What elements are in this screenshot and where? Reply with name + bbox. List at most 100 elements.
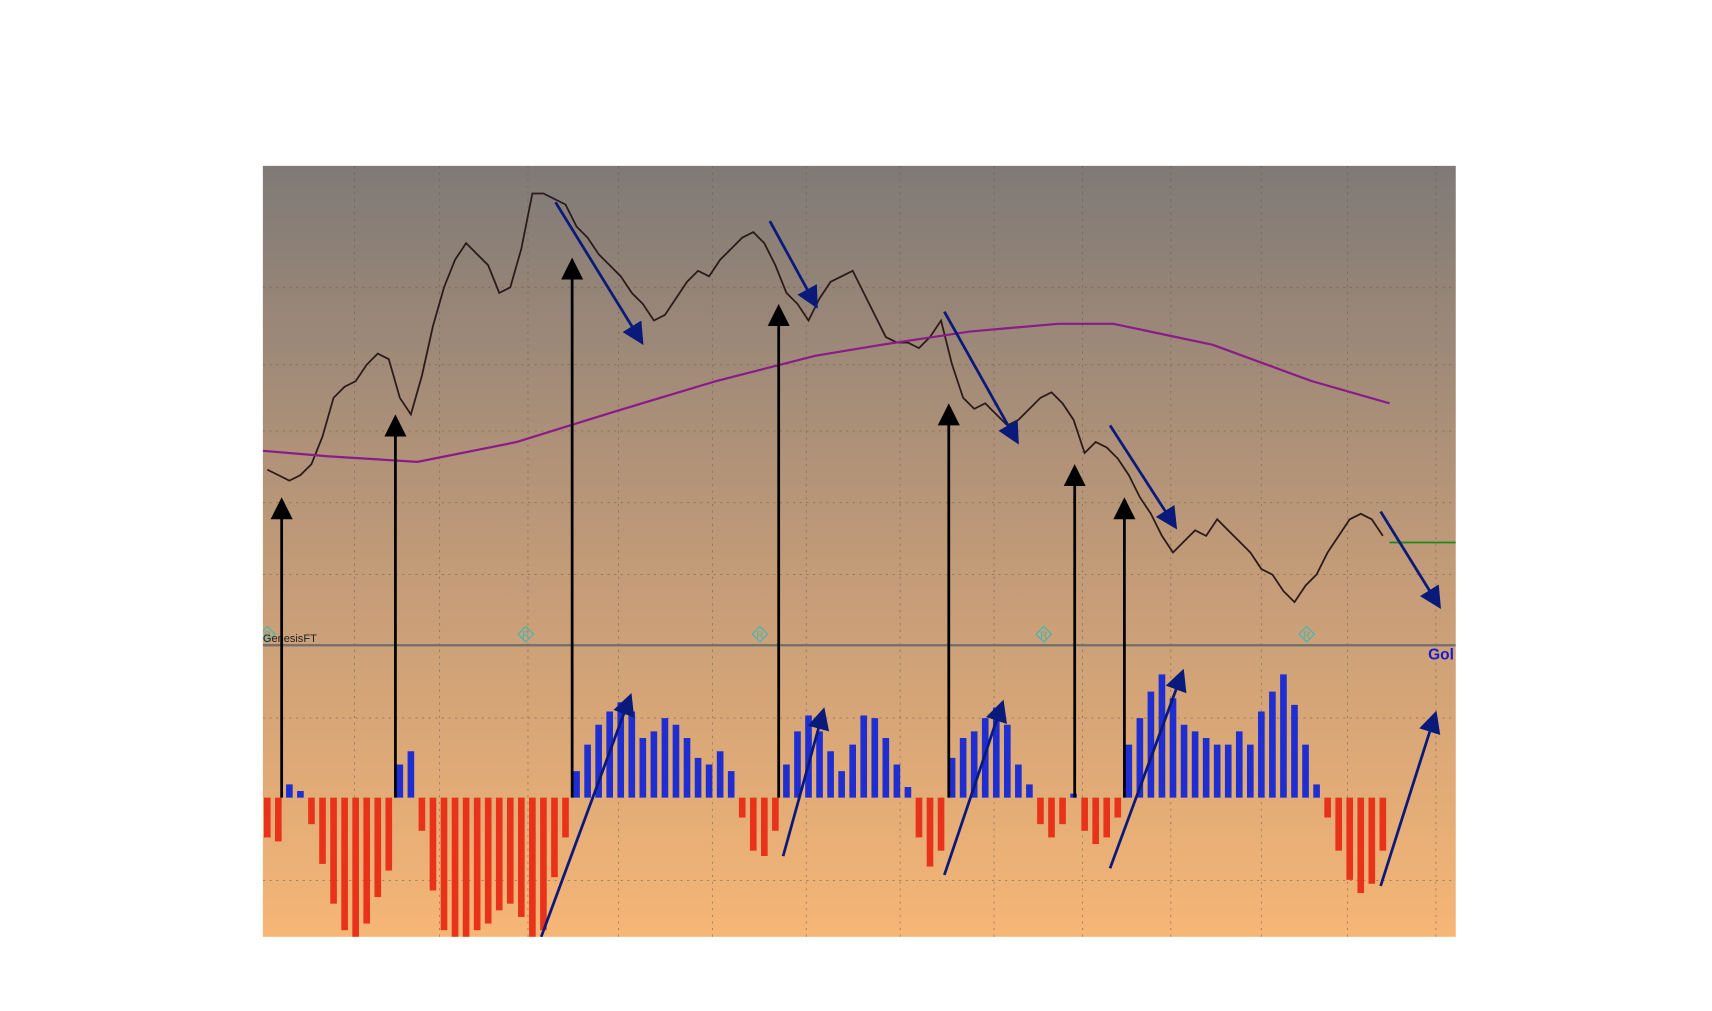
histogram-bar bbox=[1180, 724, 1188, 798]
histogram-bar bbox=[1379, 797, 1387, 851]
histogram-bar bbox=[352, 797, 359, 937]
signal-diamond bbox=[262, 625, 276, 643]
histogram-bar bbox=[396, 764, 404, 798]
histogram-bar bbox=[1235, 731, 1243, 798]
histogram-bar bbox=[1158, 674, 1166, 798]
histogram-bar bbox=[838, 771, 845, 798]
histogram-bar bbox=[407, 751, 415, 798]
plot: R R R R R GenesisFT Gol bbox=[262, 165, 1456, 937]
histogram-bar bbox=[661, 718, 669, 798]
signal-marker: R bbox=[1303, 631, 1310, 642]
histogram-bar bbox=[473, 797, 481, 931]
signal-marker: R bbox=[756, 631, 763, 642]
histogram-bar bbox=[1015, 764, 1022, 798]
histogram-bar bbox=[1147, 691, 1155, 798]
histogram-bar bbox=[970, 731, 978, 798]
signal-diamond bbox=[751, 625, 769, 643]
histogram-bar bbox=[1048, 797, 1055, 838]
histogram-bar bbox=[716, 751, 724, 798]
histogram-bar bbox=[275, 797, 282, 842]
signal-diamond bbox=[517, 625, 535, 643]
histogram-bar bbox=[1202, 738, 1210, 798]
histogram-bar bbox=[1125, 744, 1133, 798]
histogram-bar bbox=[882, 738, 890, 798]
histogram-bar bbox=[1368, 797, 1376, 884]
histogram-bar bbox=[529, 797, 536, 937]
histogram-bar bbox=[1357, 797, 1365, 894]
histogram-bar bbox=[1280, 674, 1287, 798]
histogram-bar bbox=[1026, 784, 1033, 798]
histogram-bar bbox=[1213, 744, 1221, 798]
histogram-bar bbox=[937, 797, 945, 851]
histogram-bar bbox=[827, 751, 834, 798]
histogram-bar bbox=[871, 718, 879, 798]
histogram-bar bbox=[904, 787, 912, 798]
histogram-bar bbox=[705, 764, 713, 798]
histogram-bar bbox=[794, 731, 801, 798]
histogram-bar bbox=[385, 797, 393, 871]
histogram-bar bbox=[1302, 744, 1309, 798]
histogram-bar bbox=[915, 797, 923, 838]
histogram-bar bbox=[1092, 797, 1099, 845]
histogram-bar bbox=[761, 797, 768, 856]
histogram-bar bbox=[451, 797, 459, 937]
histogram-bar bbox=[286, 784, 293, 798]
histogram-bar bbox=[1136, 718, 1144, 798]
histogram-bar bbox=[429, 797, 437, 891]
histogram-bar bbox=[440, 797, 448, 931]
histogram-bar bbox=[506, 797, 514, 904]
histogram-bar bbox=[1004, 724, 1011, 798]
histogram-bar bbox=[694, 757, 702, 798]
histogram-bar bbox=[1269, 691, 1276, 798]
histogram-bar bbox=[1169, 698, 1177, 798]
histogram-bar bbox=[1291, 704, 1298, 798]
histogram-bar bbox=[330, 797, 337, 904]
histogram-bar bbox=[319, 797, 326, 864]
histogram-bar bbox=[772, 797, 779, 831]
signal-diamond bbox=[1035, 625, 1053, 643]
chart-background bbox=[262, 165, 1456, 937]
histogram-bar bbox=[540, 797, 547, 931]
histogram-bar bbox=[1258, 711, 1265, 798]
histogram-bar bbox=[1246, 744, 1254, 798]
histogram-bar bbox=[1346, 797, 1354, 880]
histogram-bar bbox=[1191, 731, 1199, 798]
histogram-bar bbox=[562, 797, 569, 838]
histogram-bar bbox=[749, 797, 757, 851]
histogram-bar bbox=[1335, 797, 1342, 851]
histogram-bar bbox=[551, 797, 558, 878]
histogram-bar bbox=[518, 797, 525, 917]
histogram-bar bbox=[650, 731, 658, 798]
histogram-bar bbox=[617, 702, 625, 798]
histogram-bar bbox=[1313, 784, 1320, 798]
histogram-bar bbox=[893, 764, 901, 798]
histogram-bar bbox=[628, 711, 636, 798]
signal-marker: R bbox=[264, 631, 271, 642]
signal-diamond bbox=[1298, 625, 1316, 643]
histogram-bar bbox=[1037, 797, 1044, 825]
indicator-label: GenesisFT bbox=[263, 633, 317, 645]
annotation-arrows bbox=[270, 201, 1441, 938]
histogram-bar bbox=[418, 797, 426, 831]
histogram-bar bbox=[860, 715, 868, 798]
histogram-bar bbox=[1081, 797, 1088, 831]
histogram-bar bbox=[1324, 797, 1331, 818]
histogram-bar bbox=[1114, 797, 1122, 818]
histogram-bar bbox=[595, 724, 602, 798]
histogram-bar bbox=[374, 797, 382, 898]
histogram-bar bbox=[1059, 797, 1066, 825]
histogram-bar bbox=[926, 797, 934, 867]
histogram-bar bbox=[639, 738, 647, 798]
price-line bbox=[266, 192, 1384, 604]
histogram-bar bbox=[816, 731, 823, 798]
histogram-bar bbox=[363, 797, 371, 924]
histogram-bar bbox=[727, 771, 735, 798]
histogram-bar bbox=[1103, 797, 1111, 838]
histogram-bar bbox=[584, 744, 591, 798]
histogram-bar bbox=[959, 738, 967, 798]
histogram-bar bbox=[573, 771, 580, 798]
histogram-bar bbox=[849, 744, 856, 798]
histogram-bar bbox=[484, 797, 492, 924]
